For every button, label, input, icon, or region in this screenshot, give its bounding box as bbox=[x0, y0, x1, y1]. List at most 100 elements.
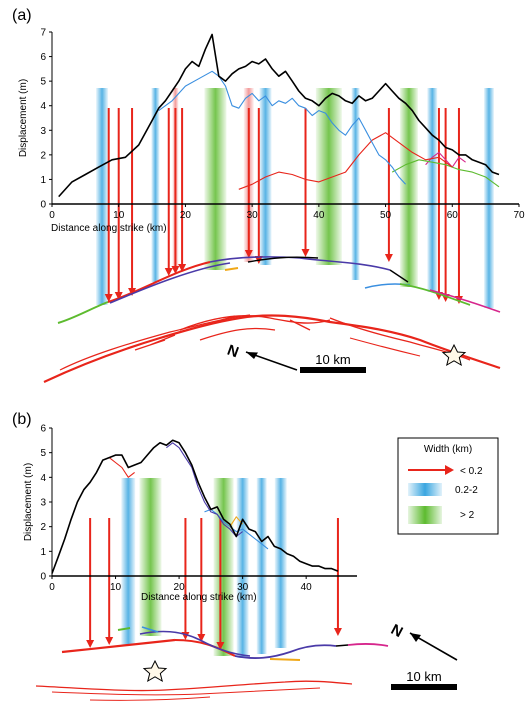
width-band bbox=[213, 478, 234, 656]
north-label: N bbox=[388, 621, 406, 641]
fault-map-trace bbox=[179, 314, 331, 331]
panel-a: (a) 0 10 20 30 40 50 60 70 0 1 2 3 4 5 6 7 Distance alo… bbox=[12, 7, 525, 383]
trace-segment bbox=[389, 269, 409, 283]
trace-segment bbox=[141, 626, 159, 633]
fault-map-trace bbox=[43, 314, 501, 383]
width-band bbox=[483, 88, 494, 308]
narrow-zone-arrowhead-icon bbox=[171, 266, 180, 274]
y-tick-label: 1 bbox=[40, 175, 46, 186]
width-band bbox=[315, 88, 342, 265]
legend-arrowhead-icon bbox=[445, 465, 454, 475]
panel-b-north-arrow: N bbox=[388, 621, 458, 661]
legend-title: Width (km) bbox=[424, 444, 472, 455]
y-tick-label: 7 bbox=[40, 28, 46, 39]
series-line bbox=[158, 70, 407, 185]
narrow-zone-arrowhead-icon bbox=[86, 640, 95, 648]
x-tick-label: 10 bbox=[110, 582, 122, 593]
fault-map-trace bbox=[199, 327, 276, 341]
y-tick-label: 4 bbox=[40, 473, 46, 484]
y-tick-label: 1 bbox=[40, 547, 46, 558]
panel-b-ylabel: Displacement (m) bbox=[23, 463, 34, 541]
panel-a-series bbox=[58, 33, 500, 198]
north-arrow-head-icon bbox=[410, 633, 421, 642]
legend-swatch-green bbox=[408, 506, 442, 524]
legend: Width (km) < 0.2 0.2-2 > 2 bbox=[397, 437, 499, 535]
panel-a-scale-bar: 10 km bbox=[300, 352, 366, 373]
legend-item-label: < 0.2 bbox=[460, 466, 483, 477]
y-tick-label: 4 bbox=[40, 101, 46, 112]
y-tick-label: 6 bbox=[40, 52, 46, 63]
x-tick-label: 60 bbox=[447, 210, 459, 221]
y-tick-label: 2 bbox=[40, 150, 46, 161]
narrow-zone-arrowhead-icon bbox=[104, 294, 113, 302]
width-band bbox=[151, 88, 160, 282]
y-tick-label: 5 bbox=[40, 448, 46, 459]
series-line bbox=[58, 33, 500, 198]
narrow-zone-arrowhead-icon bbox=[178, 264, 187, 272]
trace-segment bbox=[224, 267, 239, 271]
narrow-zone-arrowhead-icon bbox=[216, 642, 225, 650]
width-band bbox=[351, 88, 360, 280]
panel-a-axes: 0 10 20 30 40 50 60 70 0 1 2 3 4 5 6 7 bbox=[40, 28, 525, 222]
panel-b: (b) 0 10 20 30 40 0 1 2 3 4 5 6 Distance along stri… bbox=[12, 411, 499, 701]
width-band bbox=[236, 478, 249, 658]
fault-map-trace bbox=[51, 687, 321, 696]
series-line bbox=[391, 159, 500, 188]
legend-item-label: > 2 bbox=[460, 510, 475, 521]
fault-map-trace bbox=[89, 696, 211, 701]
x-tick-label: 10 bbox=[113, 210, 125, 221]
y-tick-label: 0 bbox=[40, 200, 46, 211]
series-line bbox=[108, 457, 135, 478]
x-tick-label: 40 bbox=[301, 582, 313, 593]
panel-b-rupture-trace bbox=[61, 626, 389, 661]
scale-bar bbox=[391, 684, 457, 690]
series-line bbox=[51, 439, 339, 574]
panel-a-rupture-trace bbox=[57, 256, 501, 324]
fault-map-trace bbox=[349, 337, 421, 357]
trace-segment bbox=[109, 262, 231, 304]
y-tick-label: 0 bbox=[40, 572, 46, 583]
y-tick-label: 3 bbox=[40, 126, 46, 137]
narrow-zone-arrowhead-icon bbox=[333, 628, 342, 636]
panel-b-width-bands bbox=[121, 478, 287, 658]
y-tick-label: 6 bbox=[40, 424, 46, 435]
narrow-zone-arrowhead-icon bbox=[301, 249, 310, 257]
x-tick-label: 70 bbox=[513, 210, 525, 221]
x-tick-label: 0 bbox=[49, 582, 55, 593]
epicenter-star-icon bbox=[142, 659, 168, 683]
narrow-zone-arrowhead-icon bbox=[384, 254, 393, 262]
legend-swatch-blue bbox=[408, 483, 442, 496]
series-line bbox=[425, 151, 466, 168]
panel-b-xlabel: Distance along strike (km) bbox=[141, 592, 257, 603]
series-line bbox=[229, 516, 244, 527]
panel-a-ylabel: Displacement (m) bbox=[18, 79, 29, 157]
fault-map-trace bbox=[35, 680, 353, 692]
panel-a-narrow-arrows bbox=[104, 108, 463, 304]
narrow-zone-arrowhead-icon bbox=[114, 292, 123, 300]
series-line bbox=[166, 442, 243, 538]
panel-a-north-arrow: N bbox=[225, 342, 298, 371]
width-band bbox=[96, 88, 109, 305]
trace-segment bbox=[399, 283, 471, 306]
y-tick-label: 2 bbox=[40, 522, 46, 533]
narrow-zone-arrowhead-icon bbox=[197, 634, 206, 642]
x-tick-label: 20 bbox=[174, 582, 186, 593]
narrow-zone-arrowhead-icon bbox=[105, 637, 114, 645]
trace-segment bbox=[247, 256, 319, 263]
scale-bar bbox=[300, 367, 366, 373]
y-tick-label: 5 bbox=[40, 77, 46, 88]
series-line bbox=[204, 508, 269, 550]
narrow-zone-arrowhead-icon bbox=[244, 250, 253, 258]
x-tick-label: 30 bbox=[247, 210, 259, 221]
series-line bbox=[238, 132, 453, 190]
width-band bbox=[274, 478, 287, 648]
panel-a-xlabel: Distance along strike (km) bbox=[51, 223, 167, 234]
width-band bbox=[121, 478, 136, 645]
trace-segment bbox=[234, 644, 337, 659]
x-tick-label: 20 bbox=[180, 210, 192, 221]
trace-segment bbox=[335, 644, 349, 647]
scale-label: 10 km bbox=[406, 669, 441, 684]
x-tick-label: 30 bbox=[237, 582, 249, 593]
trace-segment bbox=[429, 289, 501, 313]
